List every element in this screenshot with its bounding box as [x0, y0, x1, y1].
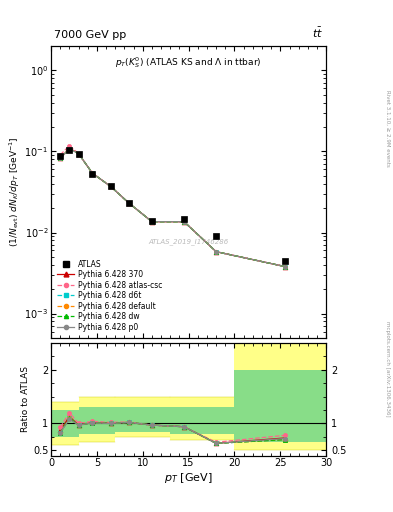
Pythia 6.428 default	[127, 200, 131, 206]
Pythia 6.428 default	[182, 219, 186, 225]
ATLAS	[108, 183, 113, 189]
Text: 7000 GeV pp: 7000 GeV pp	[54, 30, 126, 40]
ATLAS	[67, 147, 72, 154]
Pythia 6.428 dw	[150, 219, 154, 225]
Line: Pythia 6.428 default: Pythia 6.428 default	[58, 147, 287, 269]
Line: Pythia 6.428 d6t: Pythia 6.428 d6t	[58, 147, 287, 269]
Pythia 6.428 dw	[90, 170, 95, 176]
Y-axis label: $(1/N_{\mathrm{evt}})\ dN_{K}/dp_{T}\ [\mathrm{GeV}^{-1}]$: $(1/N_{\mathrm{evt}})\ dN_{K}/dp_{T}\ [\…	[7, 137, 22, 247]
Pythia 6.428 d6t	[67, 146, 72, 152]
ATLAS	[58, 153, 62, 159]
ATLAS	[76, 151, 81, 157]
Pythia 6.428 atlas-csc	[67, 143, 72, 149]
Pythia 6.428 d6t	[90, 170, 95, 176]
Pythia 6.428 370	[76, 151, 81, 157]
ATLAS	[283, 258, 287, 264]
Pythia 6.428 atlas-csc	[76, 151, 81, 157]
Line: Pythia 6.428 dw: Pythia 6.428 dw	[58, 147, 287, 269]
Pythia 6.428 dw	[67, 146, 72, 152]
Pythia 6.428 d6t	[76, 151, 81, 157]
Line: Pythia 6.428 p0: Pythia 6.428 p0	[58, 147, 287, 269]
Pythia 6.428 default	[67, 146, 72, 152]
Pythia 6.428 default	[283, 264, 287, 270]
ATLAS	[150, 218, 154, 224]
ATLAS	[90, 171, 95, 177]
Pythia 6.428 dw	[214, 249, 219, 255]
Pythia 6.428 370	[67, 145, 72, 151]
Text: mcplots.cern.ch [arXiv:1306.3436]: mcplots.cern.ch [arXiv:1306.3436]	[385, 321, 390, 416]
Pythia 6.428 atlas-csc	[58, 152, 62, 158]
Pythia 6.428 370	[214, 249, 219, 255]
Pythia 6.428 atlas-csc	[182, 219, 186, 225]
Pythia 6.428 atlas-csc	[283, 264, 287, 270]
Pythia 6.428 p0	[76, 151, 81, 157]
Pythia 6.428 d6t	[283, 264, 287, 270]
Y-axis label: Ratio to ATLAS: Ratio to ATLAS	[21, 367, 30, 432]
Pythia 6.428 p0	[90, 170, 95, 176]
Pythia 6.428 d6t	[150, 219, 154, 225]
Text: ATLAS_2019_I1746286: ATLAS_2019_I1746286	[149, 238, 229, 245]
Pythia 6.428 dw	[127, 200, 131, 206]
Pythia 6.428 p0	[150, 219, 154, 225]
Line: Pythia 6.428 atlas-csc: Pythia 6.428 atlas-csc	[58, 143, 287, 269]
Pythia 6.428 atlas-csc	[150, 219, 154, 225]
Pythia 6.428 370	[90, 170, 95, 176]
Pythia 6.428 p0	[67, 146, 72, 152]
Pythia 6.428 atlas-csc	[127, 200, 131, 206]
Pythia 6.428 d6t	[58, 156, 62, 162]
Pythia 6.428 atlas-csc	[90, 170, 95, 176]
Pythia 6.428 370	[127, 200, 131, 206]
Pythia 6.428 dw	[182, 219, 186, 225]
X-axis label: $p_{T}\ [\mathrm{GeV}]$: $p_{T}\ [\mathrm{GeV}]$	[164, 471, 213, 485]
Pythia 6.428 default	[214, 249, 219, 255]
Pythia 6.428 atlas-csc	[108, 183, 113, 189]
Pythia 6.428 d6t	[214, 249, 219, 255]
ATLAS	[182, 217, 186, 223]
Pythia 6.428 d6t	[108, 183, 113, 189]
Text: $t\bar{t}$: $t\bar{t}$	[312, 26, 323, 40]
Pythia 6.428 dw	[283, 264, 287, 270]
Pythia 6.428 default	[76, 151, 81, 157]
Line: ATLAS: ATLAS	[57, 147, 288, 264]
Line: Pythia 6.428 370: Pythia 6.428 370	[58, 146, 287, 269]
Pythia 6.428 p0	[214, 249, 219, 255]
Pythia 6.428 default	[90, 170, 95, 176]
Pythia 6.428 default	[150, 219, 154, 225]
Pythia 6.428 p0	[58, 156, 62, 162]
Legend: ATLAS, Pythia 6.428 370, Pythia 6.428 atlas-csc, Pythia 6.428 d6t, Pythia 6.428 : ATLAS, Pythia 6.428 370, Pythia 6.428 at…	[55, 258, 165, 334]
Pythia 6.428 370	[182, 219, 186, 225]
Text: Rivet 3.1.10, ≥ 2.9M events: Rivet 3.1.10, ≥ 2.9M events	[385, 90, 390, 166]
Pythia 6.428 dw	[76, 151, 81, 157]
Pythia 6.428 370	[58, 156, 62, 162]
Pythia 6.428 370	[108, 183, 113, 189]
Pythia 6.428 p0	[108, 183, 113, 189]
Pythia 6.428 p0	[182, 219, 186, 225]
Pythia 6.428 370	[283, 264, 287, 270]
Pythia 6.428 p0	[127, 200, 131, 206]
Text: $p_{T}(K^{0}_{S})$ (ATLAS KS and $\Lambda$ in ttbar): $p_{T}(K^{0}_{S})$ (ATLAS KS and $\Lambd…	[116, 55, 262, 70]
Pythia 6.428 370	[150, 219, 154, 225]
Pythia 6.428 atlas-csc	[214, 249, 219, 255]
Pythia 6.428 dw	[58, 156, 62, 162]
ATLAS	[214, 233, 219, 239]
Pythia 6.428 d6t	[127, 200, 131, 206]
Pythia 6.428 p0	[283, 264, 287, 270]
Pythia 6.428 default	[108, 183, 113, 189]
ATLAS	[127, 200, 131, 206]
Pythia 6.428 d6t	[182, 219, 186, 225]
Pythia 6.428 default	[58, 156, 62, 162]
Pythia 6.428 dw	[108, 183, 113, 189]
